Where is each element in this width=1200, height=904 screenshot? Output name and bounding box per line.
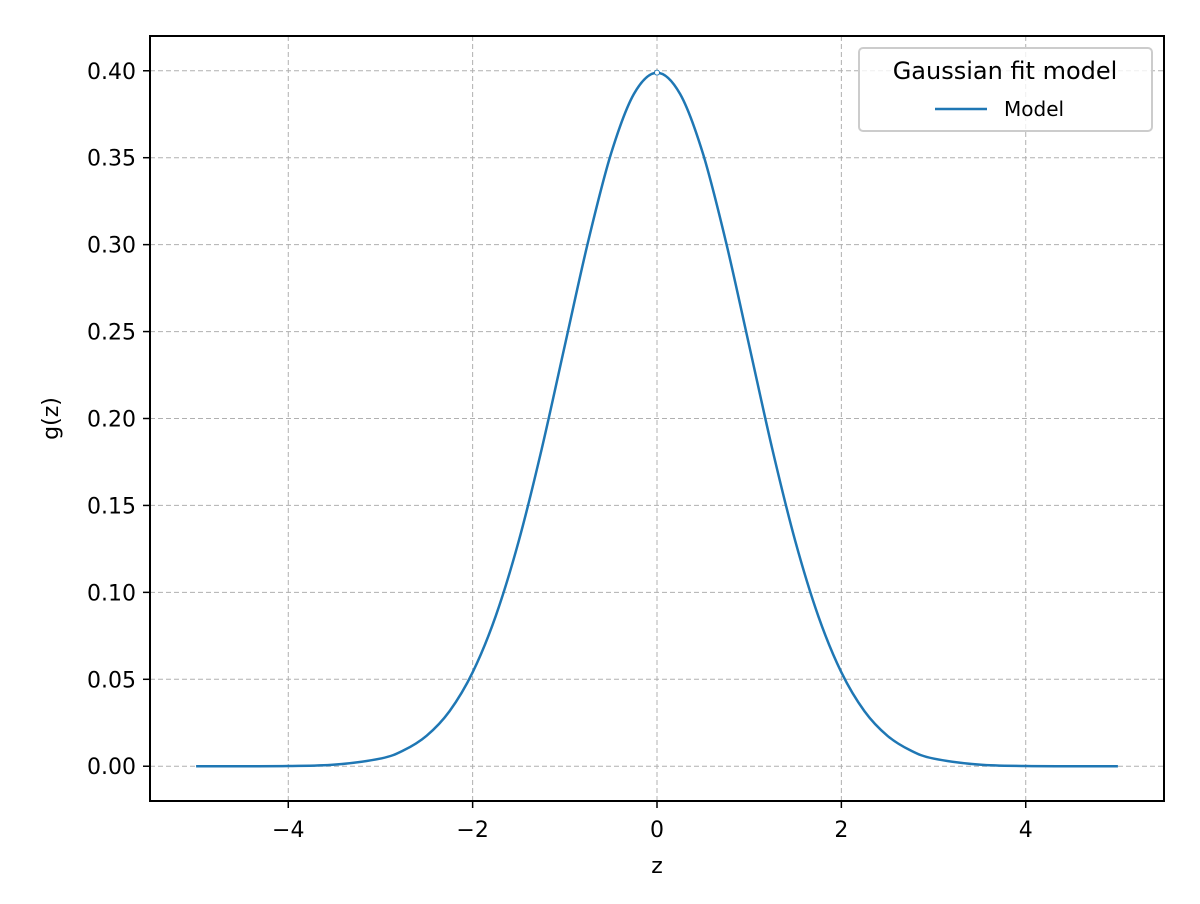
x-tick-label: −4 xyxy=(272,818,304,843)
legend-entry-model: Model xyxy=(1004,97,1064,121)
y-tick-label: 0.10 xyxy=(87,581,136,606)
y-tick-label: 0.15 xyxy=(87,494,136,519)
y-tick-label: 0.35 xyxy=(87,147,136,172)
x-tick-label: 0 xyxy=(650,818,664,843)
y-axis-label: g(z) xyxy=(39,397,64,440)
peak-point xyxy=(654,69,660,76)
y-tick-label: 0.25 xyxy=(87,321,136,346)
x-tick-label: −2 xyxy=(456,818,488,843)
series-layer xyxy=(196,69,1118,768)
y-tick-label: 0.05 xyxy=(87,668,136,693)
y-tick-label: 0.30 xyxy=(87,234,136,259)
x-tick-label: 4 xyxy=(1019,818,1033,843)
legend: Gaussian fit model Model xyxy=(858,47,1153,132)
x-axis: −4 −2 0 2 4 xyxy=(272,801,1033,843)
y-tick-label: 0.40 xyxy=(87,60,136,85)
x-axis-label: z xyxy=(651,854,663,879)
y-axis: 0.00 0.05 0.10 0.15 0.20 0.25 0.30 0.35 0.40 xyxy=(87,60,150,780)
y-tick-label: 0.20 xyxy=(87,408,136,433)
y-tick-label: 0.00 xyxy=(87,755,136,780)
x-tick-label: 2 xyxy=(834,818,848,843)
legend-box xyxy=(858,47,1153,132)
grid xyxy=(150,36,1164,801)
legend-title: Gaussian fit model xyxy=(893,57,1118,85)
